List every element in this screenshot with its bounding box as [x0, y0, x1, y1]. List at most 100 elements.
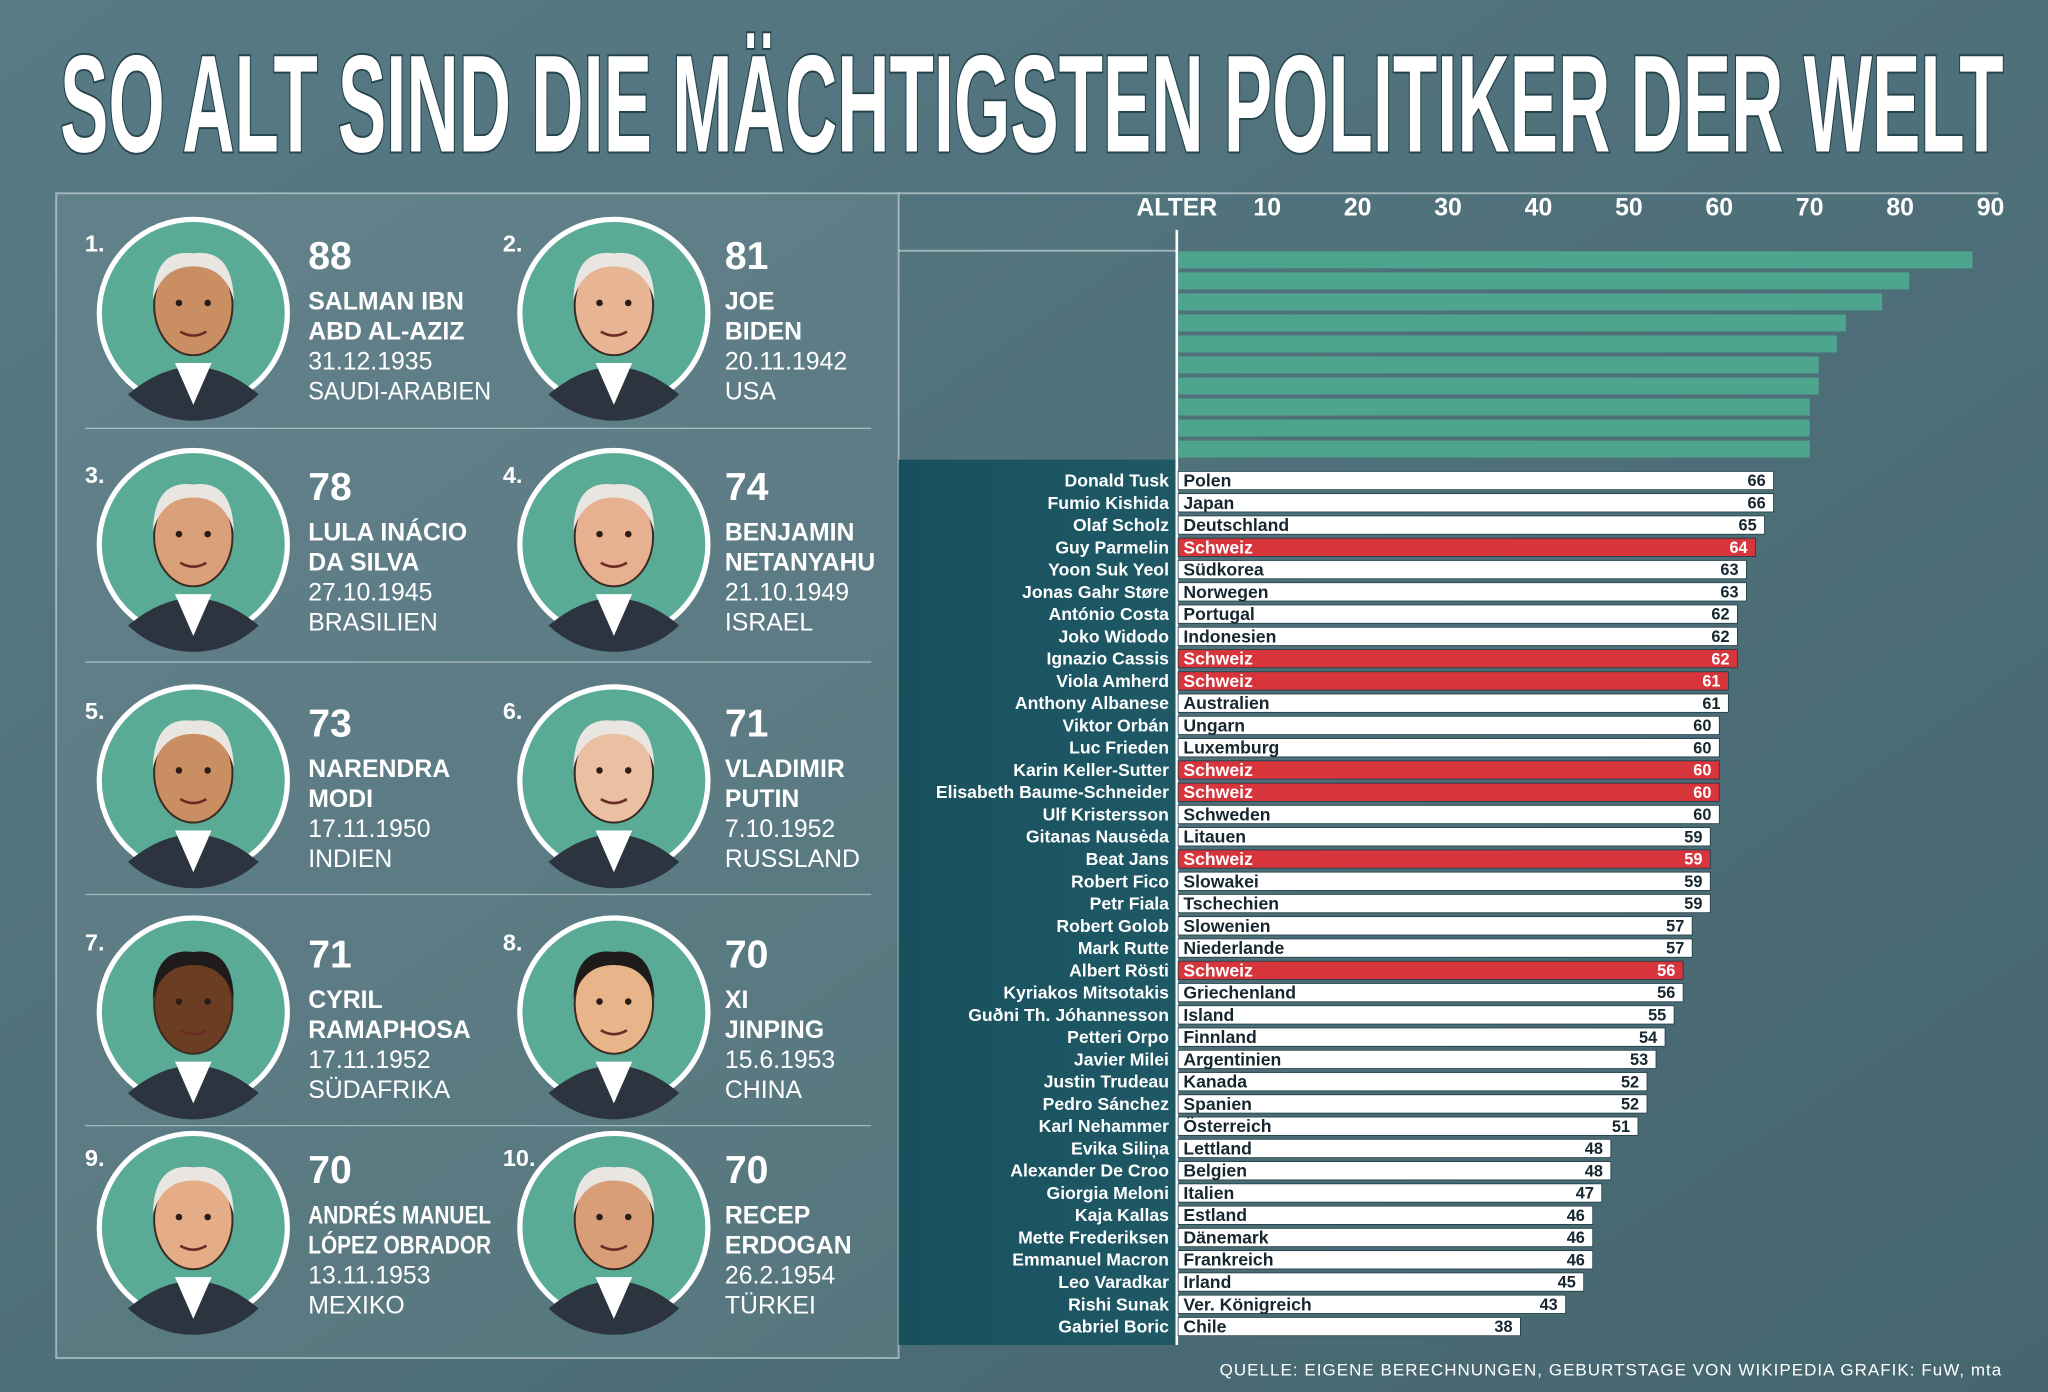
y-tick-label: Emmanuel Macron: [1012, 1250, 1169, 1270]
bar: [1177, 471, 1774, 491]
leader-age: 70: [725, 934, 769, 977]
leader-country: TÜRKEI: [725, 1293, 816, 1320]
portrait-eye: [596, 998, 603, 1005]
leader-born: 26.2.1954: [725, 1263, 836, 1290]
leader-bar: [1178, 377, 1819, 395]
bar: [1177, 916, 1693, 936]
portrait-hair: [573, 252, 655, 301]
bar: [1177, 649, 1738, 669]
leader-age: 70: [725, 1149, 769, 1192]
leader-born: 17.11.1950: [308, 816, 430, 843]
value-label: 61: [1702, 673, 1720, 691]
y-tick-label: Ulf Kristersson: [1043, 804, 1169, 824]
main-title: SO ALT SIND DIE MÄCHTIGSTEN POLITIKER DE…: [60, 27, 2004, 181]
y-tick-label: Kaja Kallas: [1075, 1205, 1169, 1225]
x-tick-label: 30: [1434, 194, 1462, 221]
bar: [1177, 738, 1720, 758]
portrait-eye: [624, 1213, 632, 1221]
leader-country: BRASILIEN: [308, 610, 438, 637]
x-tick-label: 80: [1886, 194, 1914, 221]
value-label: 53: [1630, 1051, 1648, 1069]
portrait: [96, 684, 290, 889]
leader-bar: [1178, 251, 1973, 269]
portrait-eye: [624, 998, 632, 1005]
leader-country: MEXIKO: [308, 1293, 404, 1320]
y-tick-label: Evika Siliņa: [1071, 1138, 1169, 1158]
y-tick-label: Leo Varadkar: [1058, 1272, 1169, 1292]
rank-number: 2.: [503, 231, 523, 257]
y-tick-label: Viola Amherd: [1056, 671, 1169, 691]
leader-country: USA: [725, 379, 776, 406]
value-label: 54: [1639, 1029, 1657, 1047]
bar: [1177, 938, 1693, 958]
y-tick-label: Pedro Sánchez: [1043, 1094, 1170, 1114]
country-label: Südkorea: [1183, 560, 1264, 580]
y-tick-label: Anthony Albanese: [1015, 693, 1169, 713]
country-label: Schweiz: [1183, 649, 1253, 669]
leader-age: 88: [308, 235, 352, 278]
leader-bar: [1178, 272, 1910, 290]
leader-age: 74: [725, 466, 769, 509]
portrait-eye: [175, 767, 183, 774]
portrait-mouth: [600, 1244, 628, 1251]
portrait-shirt: [595, 363, 633, 405]
leader-bar: [1178, 314, 1846, 332]
value-label: 59: [1684, 895, 1702, 913]
leader-country: ISRAEL: [725, 610, 813, 637]
leader-age: 81: [725, 235, 769, 278]
leader-born: 31.12.1935: [308, 349, 432, 376]
portrait-eye: [596, 530, 603, 538]
source-note: QUELLE: EIGENE BERECHNUNGEN, GEBURTSTAGE…: [1220, 1361, 2003, 1380]
bar: [1177, 604, 1738, 624]
country-label: Deutschland: [1183, 515, 1289, 535]
portrait-mouth: [179, 798, 208, 805]
portrait-eye: [596, 1213, 603, 1221]
x-tick-label: 90: [1977, 194, 2005, 221]
leader-name: PUTIN: [725, 786, 799, 813]
portrait-shirt: [595, 594, 633, 636]
value-label: 57: [1666, 917, 1684, 935]
leader-country: SAUDI-ARABIEN: [308, 379, 491, 406]
bar: [1177, 1049, 1657, 1069]
portrait-eye: [175, 998, 183, 1005]
country-label: Italien: [1183, 1183, 1234, 1203]
value-label: 59: [1684, 851, 1702, 869]
bar: [1177, 1005, 1675, 1025]
portrait-eye: [204, 1213, 211, 1221]
country-label: Schweiz: [1183, 671, 1253, 691]
bar: [1177, 1138, 1612, 1158]
leader-born: 13.11.1953: [308, 1263, 430, 1290]
leader-born: 17.11.1952: [308, 1047, 430, 1074]
value-label: 66: [1748, 472, 1766, 490]
country-label: Australien: [1183, 693, 1269, 713]
portrait-eye: [596, 299, 603, 307]
value-label: 52: [1621, 1073, 1639, 1091]
portrait: [96, 447, 290, 652]
portrait-eye: [175, 1213, 183, 1221]
y-tick-label: Luc Frieden: [1069, 738, 1169, 758]
value-label: 62: [1711, 650, 1729, 668]
leader-born: 21.10.1949: [725, 580, 849, 607]
country-label: Chile: [1183, 1317, 1226, 1337]
portrait-shirt: [175, 1061, 212, 1104]
value-label: 46: [1567, 1207, 1585, 1225]
bar: [1177, 1027, 1666, 1047]
bar: [1177, 1183, 1603, 1203]
y-tick-label: Jonas Gahr Støre: [1022, 582, 1169, 602]
y-tick-label: Petteri Orpo: [1067, 1027, 1169, 1047]
y-tick-label: Albert Rösti: [1069, 960, 1169, 980]
country-label: Litauen: [1183, 827, 1246, 847]
y-tick-label: Donald Tusk: [1065, 471, 1170, 491]
country-label: Schweiz: [1183, 960, 1253, 980]
country-label: Ungarn: [1183, 715, 1245, 735]
y-tick-label: Alexander De Croo: [1010, 1161, 1169, 1181]
y-tick-label: Mette Frederiksen: [1018, 1227, 1169, 1247]
portrait-eye: [175, 530, 183, 538]
leader-age: 78: [308, 466, 352, 509]
leader-name: MODI: [308, 786, 373, 813]
portrait-shirt: [175, 830, 212, 873]
value-label: 60: [1693, 717, 1711, 735]
y-tick-label: Justin Trudeau: [1044, 1072, 1169, 1092]
rank-number: 3.: [85, 462, 105, 488]
header-frame: [898, 192, 1999, 252]
